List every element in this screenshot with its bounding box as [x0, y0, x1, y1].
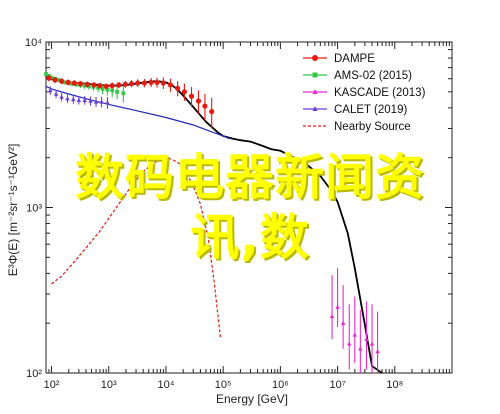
data-point	[84, 81, 90, 87]
data-point	[167, 82, 174, 88]
legend-label: KASCADE (2013)	[334, 87, 426, 99]
data-point	[122, 81, 128, 87]
data-point	[160, 80, 166, 86]
data-point	[48, 87, 53, 93]
y-axis-title: E³Φ(E) [m⁻²sr⁻¹s⁻¹GeV²]	[6, 144, 20, 277]
data-point	[347, 341, 352, 346]
data-point	[103, 83, 109, 89]
series-kascade-2013-	[329, 268, 380, 373]
data-point	[65, 95, 70, 101]
background-model-line	[45, 85, 230, 140]
nearby-source-line	[51, 157, 222, 340]
data-point	[71, 80, 77, 86]
data-point	[82, 83, 87, 88]
legend-item: Nearby Source	[303, 121, 411, 133]
data-point	[369, 341, 375, 346]
data-point	[175, 85, 181, 91]
data-point	[77, 81, 84, 87]
x-tick-label: 10⁴	[157, 379, 174, 391]
data-point	[65, 79, 71, 86]
data-point	[364, 336, 369, 341]
data-point	[358, 346, 363, 351]
legend-item: DAMPE	[303, 53, 375, 65]
legend-label: CALET (2019)	[334, 104, 407, 116]
data-point	[76, 97, 82, 102]
data-series	[44, 72, 380, 373]
data-point	[202, 103, 208, 109]
legend: DAMPE AMS-02 (2015) KASCADE (2013) CALET (2…	[303, 53, 426, 133]
legend-label: Nearby Source	[334, 121, 411, 133]
data-point	[128, 81, 135, 87]
data-point	[93, 99, 99, 104]
data-point	[97, 83, 103, 89]
legend-marker	[312, 89, 318, 94]
y-tick-labels: 10² 10³ 10⁴	[25, 37, 42, 380]
x-tick-label: 10²	[44, 379, 60, 391]
legend-marker	[312, 106, 318, 111]
legend-item: KASCADE (2013)	[303, 87, 426, 99]
data-point	[99, 99, 104, 104]
data-point	[88, 98, 93, 103]
x-tick-labels: 10² 10³ 10⁴ 10⁵ 10⁶ 10⁷ 10⁸	[44, 379, 404, 391]
data-point	[116, 82, 122, 88]
data-point	[105, 100, 110, 105]
x-tick-label: 10⁷	[329, 379, 345, 391]
legend-marker	[312, 55, 318, 61]
series-nearby-source	[51, 157, 222, 340]
data-point	[44, 72, 48, 76]
x-tick-label: 10⁵	[215, 379, 232, 391]
legend-label: AMS-02 (2015)	[334, 70, 412, 82]
data-point	[59, 78, 65, 84]
data-point	[100, 87, 105, 91]
data-point	[56, 78, 60, 82]
y-tick-label: 10³	[26, 203, 42, 215]
data-point	[62, 80, 67, 85]
data-point	[109, 83, 115, 89]
x-tick-label: 10³	[101, 379, 117, 391]
data-point	[53, 91, 59, 96]
data-point	[115, 89, 120, 94]
data-point	[154, 79, 160, 86]
x-tick-label: 10⁸	[386, 379, 403, 391]
legend-marker	[312, 72, 318, 78]
series-dampe	[46, 75, 215, 129]
data-point	[82, 97, 87, 102]
data-point	[121, 91, 126, 96]
legend-label: DAMPE	[334, 53, 375, 65]
data-point	[335, 304, 340, 309]
data-point	[148, 79, 154, 86]
data-point	[49, 75, 54, 80]
data-point	[96, 85, 100, 90]
data-point	[71, 96, 76, 102]
series-calet-2019-	[48, 86, 110, 109]
legend-item: CALET (2019)	[303, 104, 407, 116]
data-point	[209, 108, 215, 115]
data-point	[188, 93, 195, 99]
data-point	[105, 87, 110, 92]
data-point	[141, 80, 148, 86]
axis-ticks	[45, 41, 453, 374]
data-point	[195, 98, 202, 104]
data-point	[91, 82, 97, 88]
data-point	[135, 80, 141, 86]
data-point	[352, 332, 358, 337]
y-tick-label: 10²	[26, 368, 42, 380]
legend-item: AMS-02 (2015)	[303, 70, 412, 82]
data-point	[340, 320, 346, 325]
x-axis-title: Energy [GeV]	[216, 392, 288, 406]
data-point	[375, 348, 380, 354]
y-tick-label: 10⁴	[25, 37, 42, 49]
data-point	[59, 94, 64, 99]
data-point	[110, 88, 115, 93]
data-point	[52, 77, 58, 83]
data-point	[46, 75, 52, 81]
x-tick-label: 10⁶	[272, 379, 289, 391]
data-point	[329, 313, 335, 319]
data-point	[87, 84, 91, 89]
data-point	[181, 89, 187, 95]
